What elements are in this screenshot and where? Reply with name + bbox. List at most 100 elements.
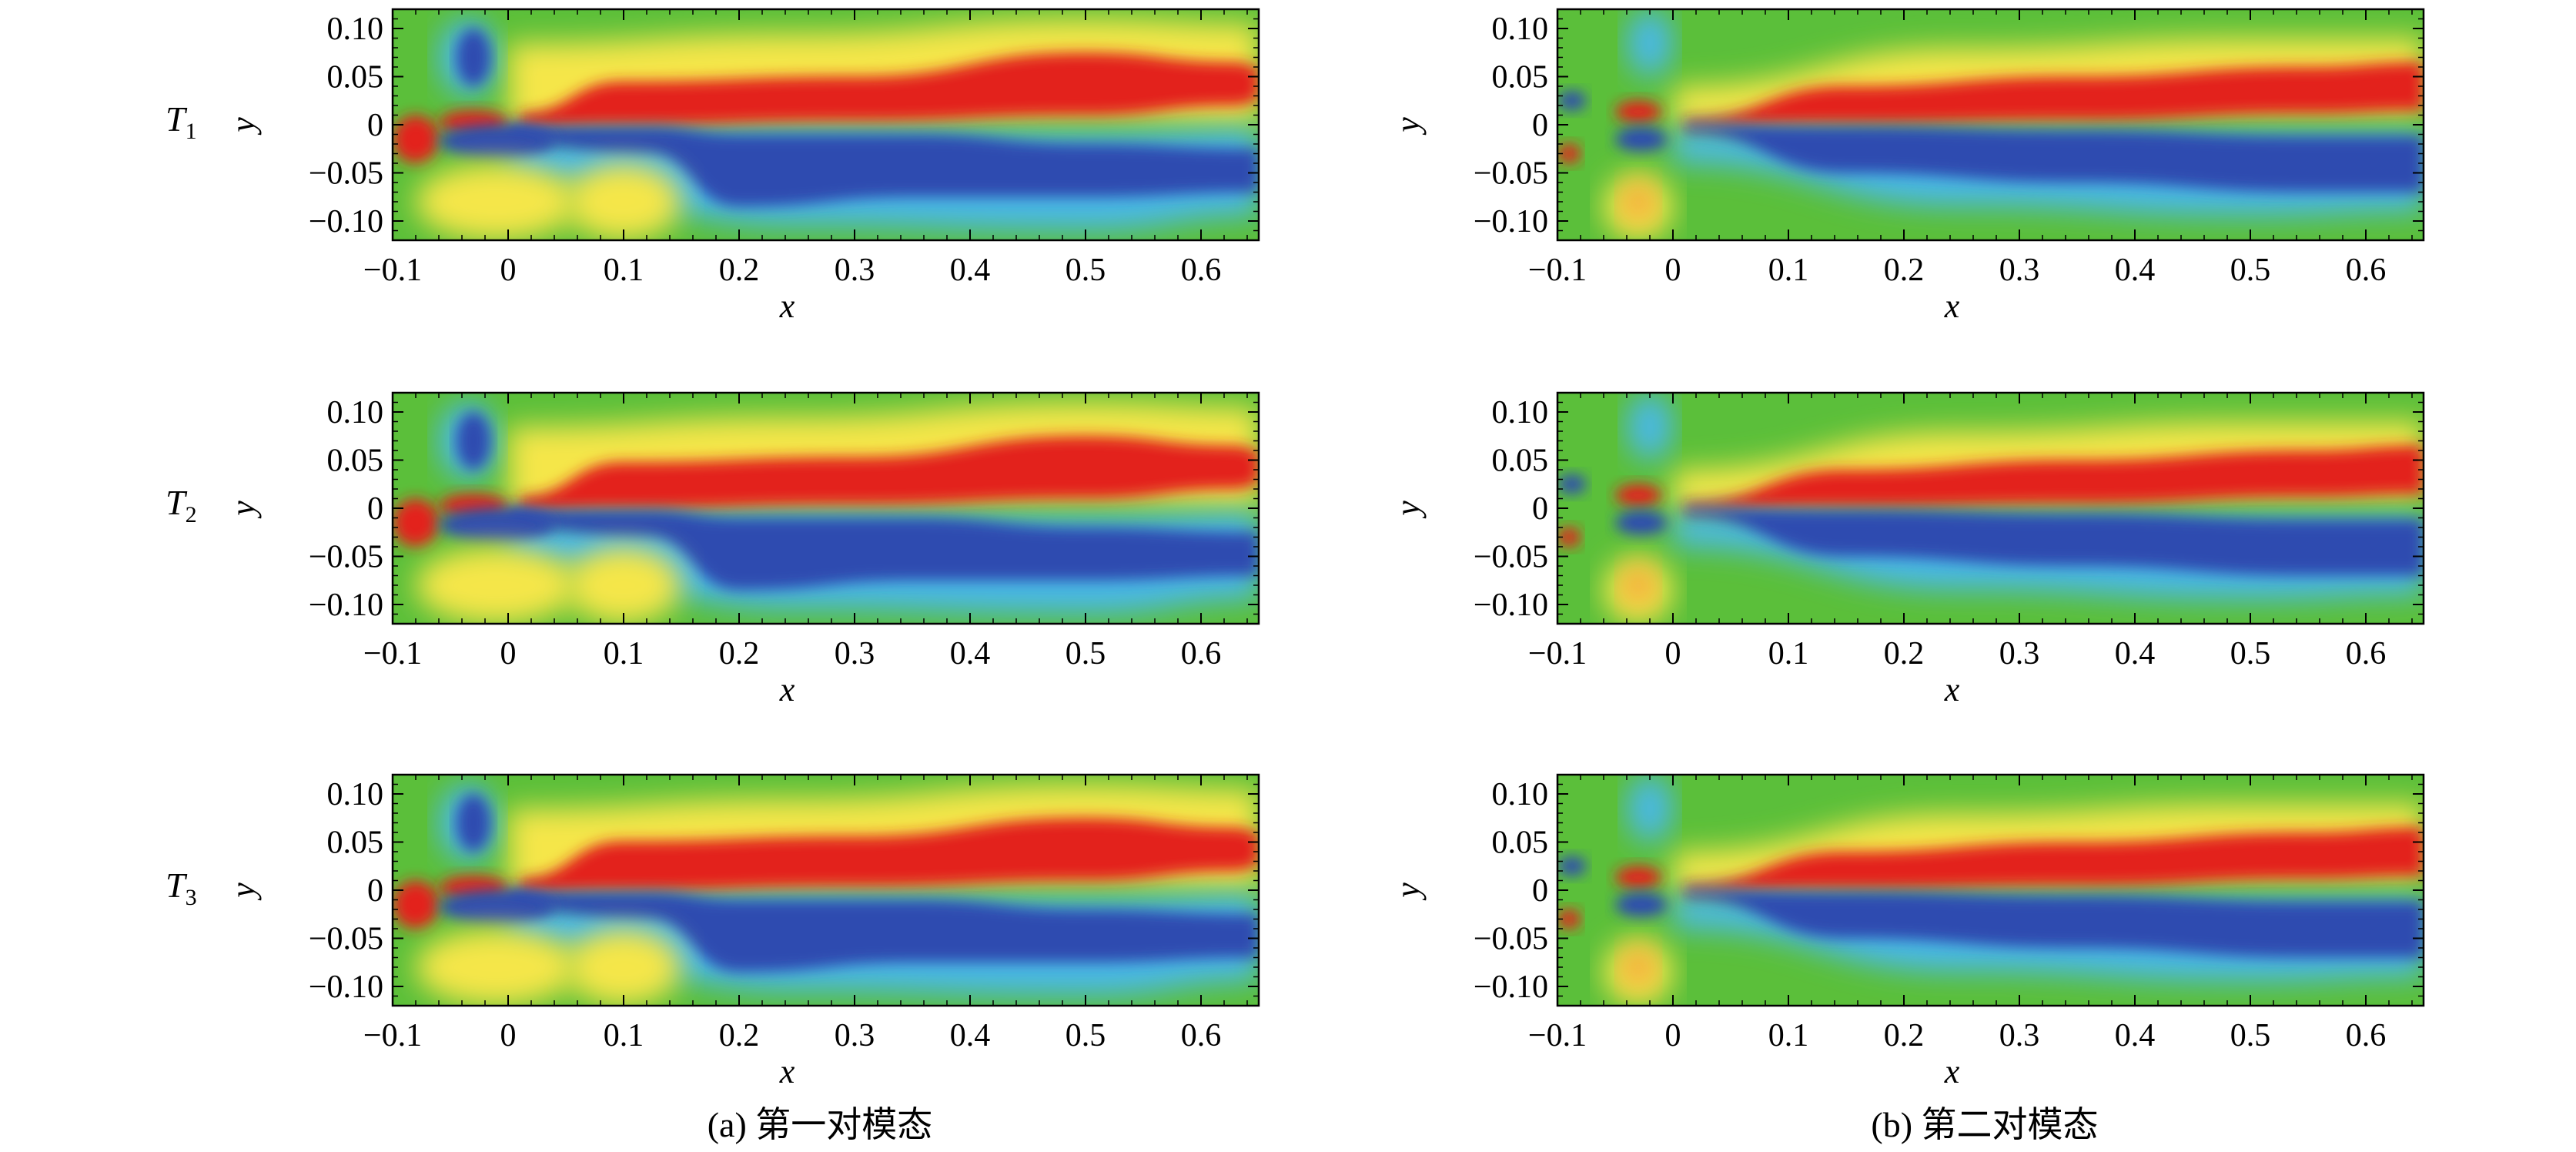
x-tick-label: −0.1 [1528,253,1587,288]
y-tick-label: 0 [367,491,383,527]
x-tick-label: 0 [1665,636,1681,671]
y-tick-label: −0.05 [1474,540,1548,575]
panel-a-row-1: −0.1 0 0.1 0.2 0.3 0.4 0.5 0.60.100.050−0.05−0.… [224,8,1260,325]
upper-vortex [456,28,491,86]
contour-field [1557,775,2424,1006]
positive-streak [520,52,1259,127]
lower-orange-core [1621,183,1656,221]
contour-field [1557,9,2424,240]
x-tick-label: 0.3 [1999,636,2040,671]
positive-streak [1684,445,2424,508]
x-tick-label: 0.6 [1181,636,1222,671]
x-tick-label: 0 [500,253,517,288]
front-red-jet [1615,866,1661,889]
x-tick-label: 0.1 [1768,253,1809,288]
left-blue-blob [1557,474,1587,494]
x-tick-label: 0.1 [604,253,644,288]
front-blue-jet [1615,510,1668,535]
x-tick-label: 0.3 [835,253,875,288]
x-tick-label: 0.2 [719,636,760,671]
left-red-blob [1557,144,1581,163]
caption-a: (a) 第一对模态 [708,1105,933,1144]
lower-warm-region-2 [566,547,681,624]
front-blue-jet [1615,892,1668,917]
x-tick-label: 0.4 [2115,1018,2156,1053]
y-tick-label: 0.10 [1492,12,1549,47]
x-axis-label: x [779,671,795,708]
x-tick-label: 0 [1665,253,1681,288]
x-tick-label: −0.1 [363,1018,422,1053]
left-blue-blob [1557,856,1587,876]
y-axis-label: y [224,501,262,519]
lower-warm-region [416,929,577,1006]
lower-warm-region [416,163,577,240]
x-tick-label: 0.2 [1884,636,1925,671]
x-tick-label: 0.1 [1768,636,1809,671]
left-red-blob [393,115,439,163]
negative-streak [508,510,1259,591]
x-tick-label: 0.3 [1999,253,2040,288]
svg-text:T3: T3 [166,866,197,910]
y-tick-label: 0.10 [327,777,384,812]
x-axis-label: x [779,1053,795,1090]
x-axis-label: x [1944,1053,1960,1090]
front-red-jet [1615,100,1661,123]
x-tick-label: 0.1 [1768,1018,1809,1053]
x-tick-label: 0.1 [604,1018,644,1053]
y-tick-label: −0.10 [1474,204,1548,239]
upper-vortex [456,794,491,852]
x-tick-label: 0.5 [2230,253,2271,288]
row-label-3: T3 [166,866,197,910]
x-tick-label: 0.6 [2346,253,2387,288]
left-red-blob [393,880,439,929]
x-tick-label: 0.2 [1884,1018,1925,1053]
y-tick-label: −0.10 [309,969,383,1005]
lower-orange-core [1621,566,1656,604]
front-red-jet [1615,484,1661,507]
x-tick-label: 0.5 [1066,1018,1106,1053]
x-tick-label: 0.4 [950,1018,991,1053]
x-tick-label: −0.1 [1528,636,1587,671]
lower-warm-region [416,547,577,624]
negative-streak [1684,890,2424,958]
x-tick-label: 0.4 [2115,636,2156,671]
lower-orange-core [1621,948,1656,986]
y-tick-label: −0.10 [309,588,383,623]
negative-streak [508,126,1259,207]
negative-streak [1684,508,2424,576]
panel-a-row-3: −0.1 0 0.1 0.2 0.3 0.4 0.5 0.60.100.050−0.05−0.… [224,773,1260,1090]
x-tick-label: 0.6 [1181,1018,1222,1053]
positive-streak [1684,62,2424,125]
x-tick-label: 0 [500,636,517,671]
upper-vortex [456,412,491,470]
x-tick-label: 0.4 [2115,253,2156,288]
x-tick-label: 0 [1665,1018,1681,1053]
left-red-blob [393,498,439,547]
positive-streak [520,436,1259,511]
upper-cool-lobe [1627,393,1673,460]
y-tick-label: 0.05 [1492,825,1549,861]
negative-streak [1684,125,2424,193]
x-tick-label: 0.6 [2346,636,2387,671]
y-tick-label: 0.10 [327,395,384,430]
x-tick-label: 0.2 [1884,253,1925,288]
y-tick-label: −0.05 [1474,156,1548,192]
y-tick-label: −0.05 [309,540,383,575]
contour-field [393,9,1259,240]
x-tick-label: 0.4 [950,636,991,671]
contour-field [393,393,1259,624]
contour-field [393,775,1259,1006]
contour-field [1557,393,2424,624]
x-tick-label: 0.1 [604,636,644,671]
x-tick-label: 0.3 [1999,1018,2040,1053]
panel-b-row-3: −0.1 0 0.1 0.2 0.3 0.4 0.5 0.60.100.050−0.05−0.… [1389,773,2425,1090]
y-axis-label: y [1389,117,1427,136]
positive-streak [1684,827,2424,890]
left-blue-blob [1557,91,1587,111]
upper-cool-lobe [1627,9,1673,77]
svg-text:T1: T1 [166,99,197,144]
x-tick-label: −0.1 [363,636,422,671]
x-tick-label: −0.1 [363,253,422,288]
x-tick-label: 0.5 [2230,636,2271,671]
